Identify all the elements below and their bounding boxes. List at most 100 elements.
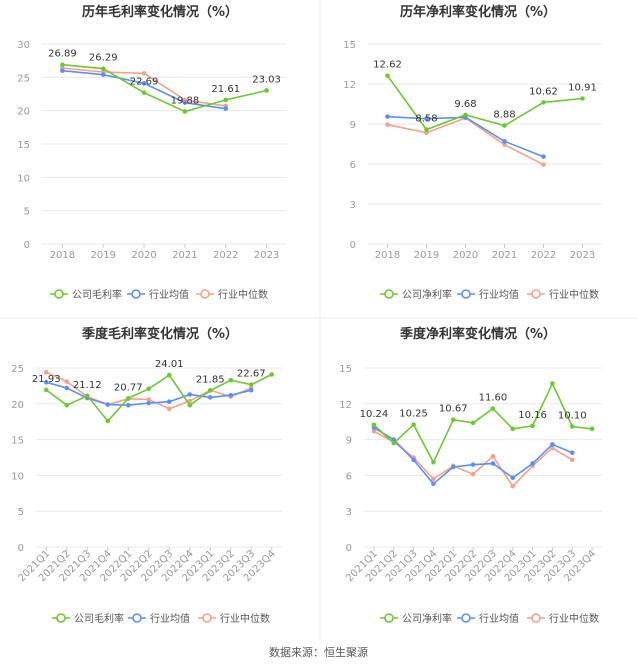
data-point-avg [431,481,436,487]
series-line-company [386,75,583,131]
data-point-avg [248,387,254,393]
series-line-median [387,117,544,166]
data-point-median [510,483,516,489]
data-label: 21.61 [211,84,240,95]
data-point-median [431,476,436,482]
data-point-company [264,88,269,93]
data-point-company [141,90,147,96]
legend-swatch-marker [461,613,471,623]
data-point-median [141,71,147,76]
data-point-company [64,402,70,408]
x-tick-label: 2019 [414,250,439,261]
data-point-company [385,73,390,79]
data-point-company [431,459,436,465]
y-tick-label: 25 [11,364,24,375]
data-point-company [530,423,535,429]
x-tick-label: 2022 [531,250,556,261]
legend-swatch-marker [531,613,541,623]
legend-entry: 行业均值 [150,612,190,625]
x-tick-label: 2021 [492,250,517,261]
chart-panel-3: 季度毛利率变化情况（%）05101520252021Q12021Q22021Q3… [11,326,282,625]
legend-swatch-marker [461,289,471,299]
data-label: 11.60 [479,393,508,404]
data-label: 19.88 [171,95,200,106]
data-point-company [391,440,397,446]
legend-entry: 行业均值 [479,288,519,301]
data-point-company [450,417,456,422]
series-line-company [373,381,593,465]
y-tick-label: 9 [346,436,352,447]
chart-title: 季度毛利率变化情况（%） [81,326,238,342]
data-point-median [385,122,390,127]
y-tick-label: 10 [11,471,24,482]
data-label: 10.91 [568,83,597,94]
data-label: 21.85 [196,375,225,386]
data-label: 10.62 [529,86,558,97]
legend-entry: 公司毛利率 [74,612,124,625]
data-point-avg [64,385,70,391]
data-point-company [43,387,49,393]
data-point-median [569,457,575,463]
data-point-avg [207,395,213,400]
data-point-avg [125,402,131,408]
data-label: 9.68 [454,99,476,110]
series-line-company [45,373,273,423]
chart-title: 历年净利率变化情况（%） [400,4,556,20]
y-tick-label: 6 [346,471,352,482]
y-tick-label: 30 [17,40,30,51]
y-tick-label: 0 [24,240,30,251]
data-label: 12.62 [373,60,402,71]
legend-entry: 行业中位数 [549,288,599,301]
data-point-company [248,382,254,387]
data-point-avg [166,399,172,404]
legend-entry: 公司净利率 [402,612,452,625]
data-label: 10.16 [518,410,547,421]
data-label: 21.93 [32,374,61,385]
y-tick-label: 0 [18,543,24,554]
data-point-median [64,379,70,384]
data-point-company [371,422,377,428]
legend-swatch-marker [54,289,64,299]
legend-swatch-marker [131,289,141,299]
data-point-avg [141,81,147,86]
data-point-company [569,424,575,429]
data-point-company [490,406,496,411]
data-point-avg [105,402,111,407]
y-tick-label: 15 [343,40,356,51]
x-tick-label: 2022 [213,250,238,261]
legend-swatch-marker [132,613,142,623]
data-point-company [60,62,65,68]
y-tick-label: 9 [350,120,356,131]
data-point-median [541,162,546,167]
y-tick-label: 5 [18,507,24,518]
data-point-avg [391,437,397,442]
data-point-avg [502,139,507,144]
chart-title: 季度净利率变化情况（%） [399,326,556,342]
data-source-footer: 数据来源：恒生聚源 [269,646,368,659]
y-tick-label: 15 [339,364,352,375]
data-point-avg [569,450,575,456]
data-point-company [580,96,585,101]
data-point-avg [385,114,390,119]
data-point-company [502,123,507,128]
data-point-avg [146,400,152,406]
data-point-median [490,454,496,459]
y-tick-label: 6 [350,160,356,171]
data-point-company [223,97,229,103]
y-tick-label: 5 [24,207,30,218]
data-label: 26.89 [48,49,77,60]
data-label: 24.01 [155,359,184,370]
data-label: 8.58 [415,114,437,125]
data-point-median [43,369,49,375]
y-tick-label: 15 [11,436,24,447]
data-point-company [105,418,111,424]
data-label: 10.67 [439,404,468,415]
y-tick-label: 15 [17,140,30,151]
legend-swatch-marker [202,613,212,623]
legend-swatch-marker [200,289,210,299]
series-line-avg [387,115,544,158]
data-point-company [228,377,234,383]
data-point-company [463,112,468,118]
chart-panel-2: 历年净利率变化情况（%） 0 3 6 9 12 15 2018 2019 2020 2021 2022… [343,4,602,301]
data-label: 10.25 [399,409,428,420]
